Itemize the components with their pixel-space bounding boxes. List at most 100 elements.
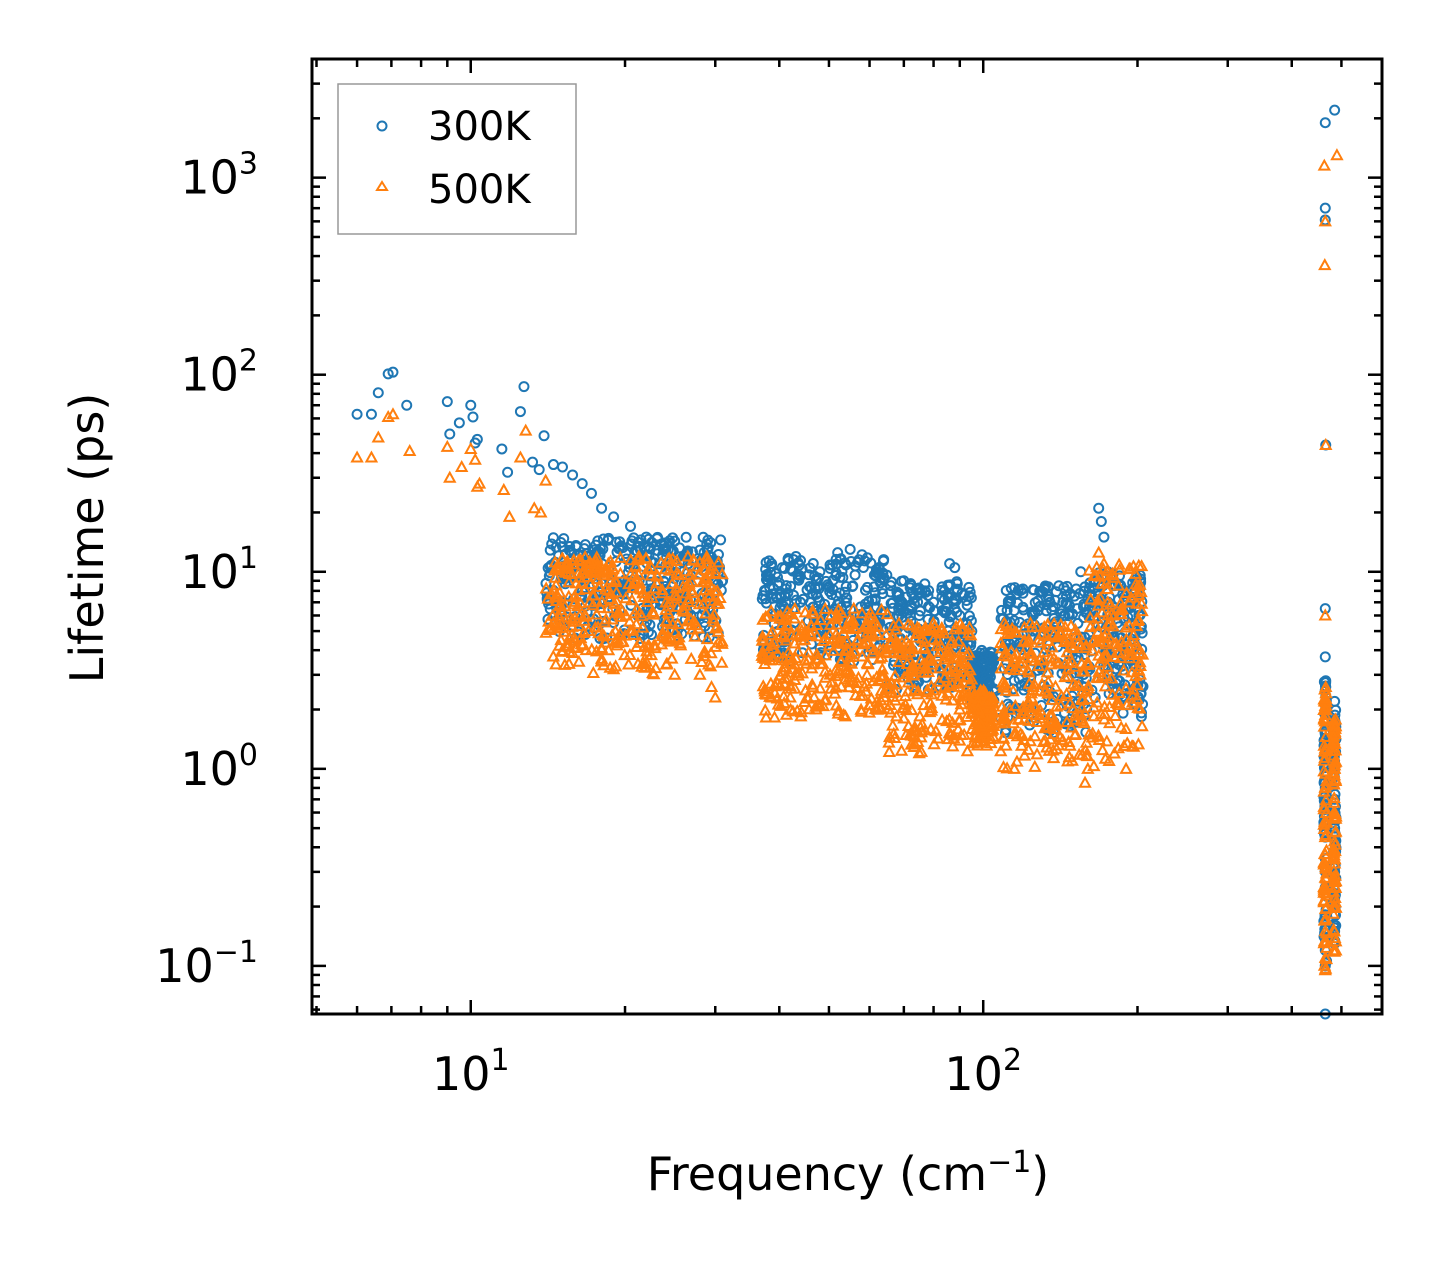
point-500k-cluster-7 <box>1328 880 1343 894</box>
point-500k-cluster-5 <box>1119 585 1134 599</box>
point-500k-cluster-0 <box>605 612 620 625</box>
point-500k-cluster-4 <box>1004 662 1018 675</box>
point-500k-cluster-0 <box>675 602 690 615</box>
point-500k-cluster-0 <box>613 550 628 563</box>
point-500k-cluster-4 <box>1049 699 1064 712</box>
point-500k <box>606 662 621 675</box>
point-500k-cluster-0 <box>598 635 613 648</box>
point-500k-cluster-4 <box>1041 686 1055 699</box>
point-500k-cluster-1 <box>755 648 769 661</box>
point-500k-cluster-6 <box>1317 934 1332 947</box>
point-500k-cluster-1 <box>823 627 837 640</box>
point-500k-cluster-5 <box>1102 699 1117 712</box>
point-500k-cluster-4 <box>1006 684 1020 697</box>
point-500k-cluster-6 <box>1317 719 1331 732</box>
point-500k-cluster-4 <box>1046 727 1061 740</box>
point-500k-cluster-5 <box>1104 607 1119 620</box>
point-500k-cluster-2 <box>894 646 908 659</box>
point-300k <box>773 577 785 589</box>
point-500k-cluster-4 <box>1008 698 1023 711</box>
point-500k-cluster-4 <box>997 616 1011 629</box>
point-500k-cluster-4 <box>1079 748 1093 761</box>
point-500k-cluster-2 <box>908 720 922 733</box>
point-300k <box>351 408 363 420</box>
point-500k-cluster-5 <box>1128 669 1143 682</box>
point-500k-cluster-1 <box>795 618 809 631</box>
point-500k-cluster-0 <box>576 566 590 579</box>
point-500k-cluster-5 <box>1100 564 1114 577</box>
point-500k-cluster-7 <box>1327 871 1341 884</box>
point-500k-cluster-1 <box>764 604 778 617</box>
point-300k <box>538 430 550 442</box>
point-500k-cluster-3 <box>984 731 998 745</box>
point-500k-cluster-4 <box>1045 640 1059 653</box>
point-300k <box>608 511 620 523</box>
point-500k-cluster-0 <box>575 575 589 588</box>
point-500k-cluster-1 <box>847 644 861 657</box>
point-500k <box>798 683 813 696</box>
point-300k <box>382 368 394 380</box>
point-300k-cluster-4 <box>1070 583 1082 595</box>
point-500k-cluster-1 <box>831 706 845 719</box>
point-500k-cluster-1 <box>779 633 793 646</box>
point-500k-cluster-4 <box>1052 656 1066 669</box>
point-500k-cluster-5 <box>1091 728 1106 741</box>
point-500k-cluster-1 <box>759 710 773 723</box>
point-300k-cluster-1 <box>766 558 778 570</box>
point-500k-cluster-2 <box>924 722 938 735</box>
point-500k-cluster-0 <box>697 649 711 662</box>
point-300k-cluster-1 <box>869 593 881 605</box>
point-500k-cluster-1 <box>807 690 821 703</box>
point-500k-cluster-4 <box>1033 683 1047 696</box>
point-500k-cluster-2 <box>894 743 909 756</box>
point-500k <box>965 706 979 719</box>
point-500k-cluster-5 <box>1081 692 1095 705</box>
point-500k-cluster-5 <box>1120 736 1134 749</box>
point-500k-cluster-5 <box>1085 643 1100 656</box>
point-500k-cluster-1 <box>874 701 888 714</box>
point-500k <box>527 501 541 514</box>
point-500k-cluster-2 <box>930 639 944 652</box>
point-500k-cluster-7 <box>1327 755 1342 768</box>
point-300k-cluster-1 <box>819 598 831 610</box>
point-300k-cluster-1 <box>861 552 873 564</box>
point-300k-cluster-1 <box>761 568 773 580</box>
point-500k <box>708 690 722 703</box>
point-500k-cluster-2 <box>918 660 933 673</box>
point-500k-cluster-2 <box>917 640 931 653</box>
point-300k-cluster-5 <box>1083 582 1095 594</box>
point-500k-cluster-2 <box>940 714 954 727</box>
point-300k-cluster-2 <box>949 593 961 605</box>
point-500k <box>1317 158 1332 171</box>
point-500k-cluster-1 <box>778 653 792 666</box>
point-300k <box>1095 515 1107 527</box>
point-500k-cluster-5 <box>1117 663 1131 676</box>
point-500k-cluster-0 <box>633 635 647 648</box>
point-500k-cluster-4 <box>1022 632 1036 645</box>
point-500k-cluster-4 <box>1047 616 1061 629</box>
point-500k-cluster-4 <box>1037 619 1051 632</box>
point-500k-cluster-4 <box>1068 708 1082 721</box>
point-500k-cluster-5 <box>1133 701 1147 714</box>
point-500k-cluster-4 <box>1026 679 1040 693</box>
point-500k-cluster-6 <box>1319 952 1334 965</box>
point-500k-cluster-1 <box>798 624 812 637</box>
point-500k-cluster-0 <box>640 594 655 608</box>
point-500k-cluster-5 <box>1134 585 1148 598</box>
point-500k-cluster-5 <box>1105 671 1119 684</box>
point-500k-cluster-2 <box>944 636 958 649</box>
point-500k-cluster-2 <box>898 689 912 702</box>
point-500k-cluster-1 <box>840 662 854 675</box>
point-500k-cluster-0 <box>672 568 686 581</box>
point-500k-cluster-2 <box>901 675 916 688</box>
point-500k-cluster-1 <box>787 611 802 624</box>
point-500k-cluster-0 <box>715 636 729 649</box>
point-500k-cluster-2 <box>962 620 977 633</box>
point-500k-cluster-1 <box>786 704 800 717</box>
point-300k-cluster-4 <box>1046 604 1058 616</box>
point-500k-cluster-4 <box>1000 761 1014 774</box>
point-300k <box>547 459 559 471</box>
point-500k-cluster-5 <box>1098 649 1113 662</box>
point-500k-cluster-1 <box>783 649 797 662</box>
point-500k-cluster-2 <box>954 622 968 635</box>
